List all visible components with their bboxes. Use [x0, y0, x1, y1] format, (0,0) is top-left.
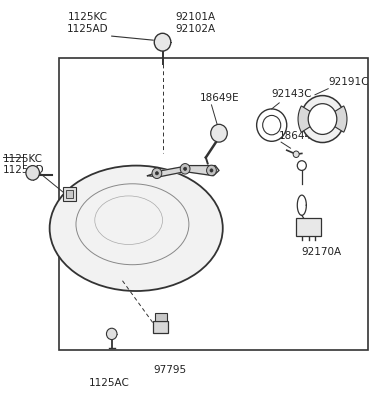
Circle shape	[106, 328, 117, 340]
Wedge shape	[323, 107, 347, 133]
Text: 92143C: 92143C	[272, 89, 312, 98]
Circle shape	[308, 104, 337, 135]
Circle shape	[301, 96, 344, 143]
Bar	[155, 313, 167, 321]
Text: 92191C: 92191C	[328, 77, 369, 86]
Circle shape	[210, 169, 213, 173]
Text: 18644E: 18644E	[279, 131, 319, 141]
Bar	[66, 190, 73, 198]
Circle shape	[152, 168, 162, 179]
Circle shape	[293, 151, 299, 158]
Text: 97795: 97795	[153, 364, 186, 374]
Text: 1125KC
1125AD: 1125KC 1125AD	[66, 12, 108, 34]
Polygon shape	[147, 166, 219, 177]
Circle shape	[207, 166, 216, 176]
Bar	[153, 321, 168, 334]
Bar	[63, 187, 76, 202]
Circle shape	[155, 172, 158, 175]
Bar	[59, 59, 368, 350]
Text: 92101A
92102A: 92101A 92102A	[176, 12, 216, 34]
Ellipse shape	[50, 166, 223, 291]
Circle shape	[154, 34, 171, 52]
Circle shape	[26, 166, 40, 181]
Circle shape	[211, 125, 227, 143]
Text: 1125AC: 1125AC	[89, 377, 130, 387]
Text: 1125KC
1125AD: 1125KC 1125AD	[3, 153, 44, 175]
Circle shape	[184, 168, 187, 171]
Text: 18649E: 18649E	[200, 93, 240, 102]
Wedge shape	[298, 107, 323, 133]
FancyBboxPatch shape	[296, 219, 321, 237]
Circle shape	[180, 164, 190, 175]
Text: 92170A: 92170A	[302, 246, 342, 256]
